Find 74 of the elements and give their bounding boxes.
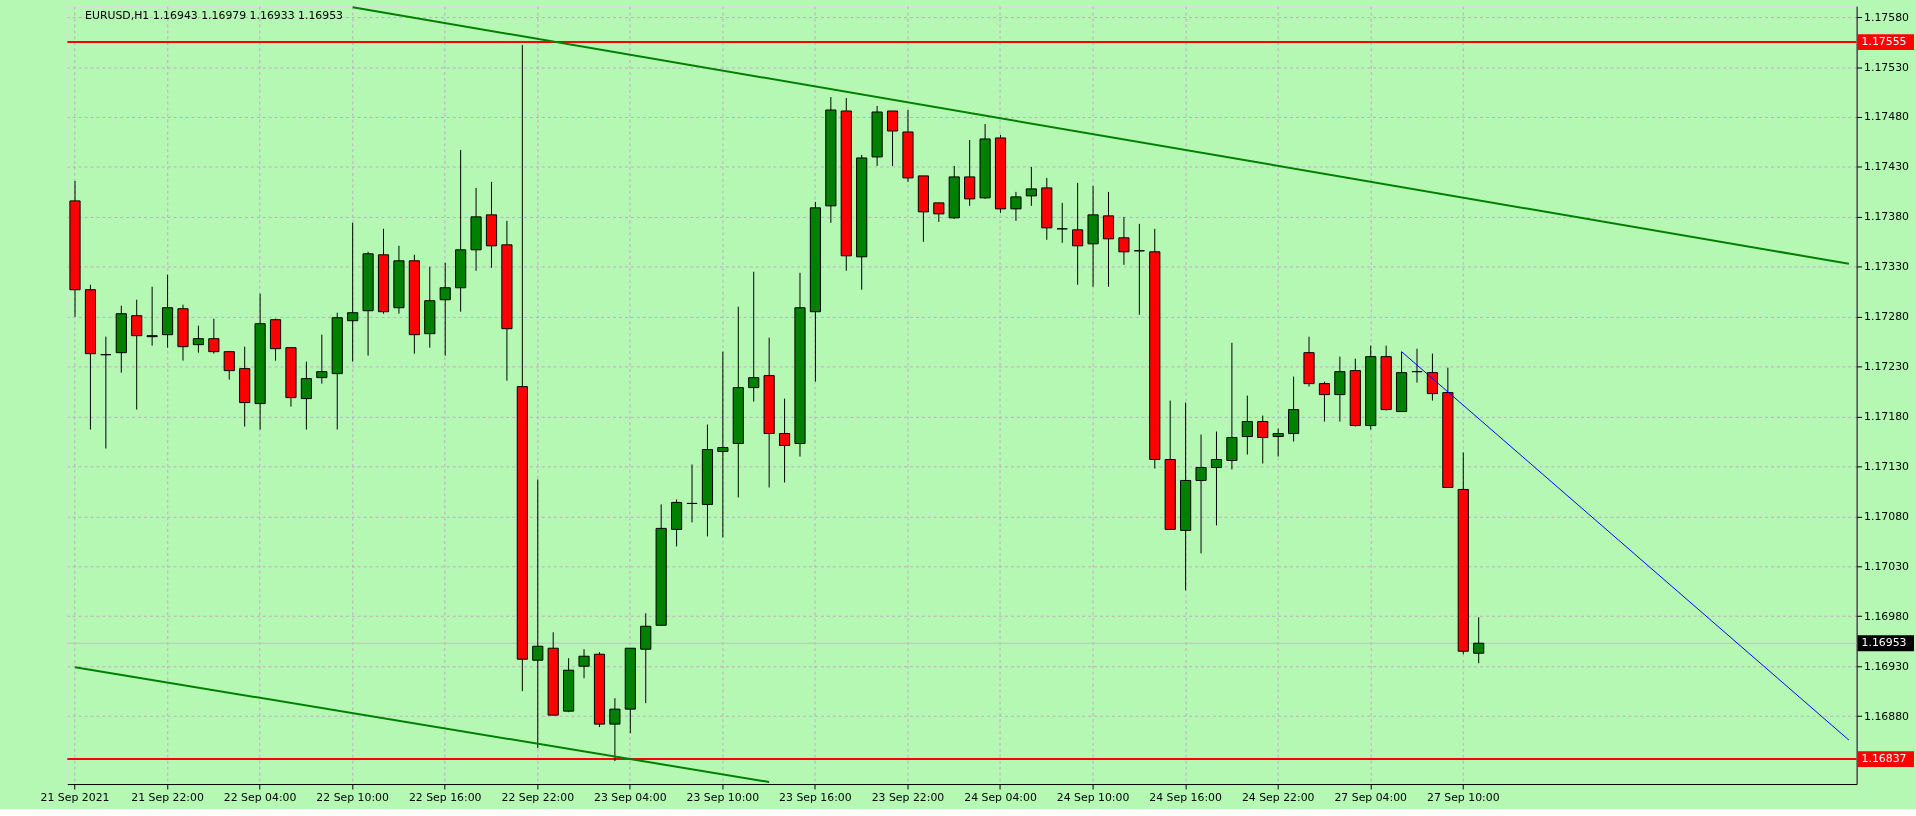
x-tick-label: 24 Sep 16:00 [1149,791,1222,805]
candlestick [1133,223,1145,316]
candlestick [208,318,220,355]
candlestick [717,351,729,538]
candlestick [223,351,235,381]
x-tick-label: 22 Sep 04:00 [223,791,297,805]
y-tick-label: 1.17480 [1864,110,1910,124]
x-tick-label: 24 Sep 22:00 [1241,791,1315,805]
candlestick [1411,348,1423,384]
candlestick [1010,191,1022,222]
candlestick [778,398,791,483]
candlestick [300,361,312,431]
y-tick-label: 1.17530 [1864,60,1910,74]
candlestick [1025,166,1037,207]
candlestick [1288,376,1300,443]
candlestick [146,286,158,347]
candlestick [1272,428,1284,458]
y-tick-label: 1.17580 [1864,10,1910,24]
candlestick [1210,431,1223,526]
chart-title: EURUSD,H1 1.16943 1.16979 1.16933 1.16953 [85,9,344,23]
x-tick-label: 23 Sep 04:00 [594,791,667,805]
y-tick-label: 1.16880 [1864,709,1910,723]
y-tick-label: 1.17330 [1864,260,1910,274]
x-tick-label: 24 Sep 04:00 [964,791,1037,805]
x-tick-label: 23 Sep 22:00 [871,791,945,805]
x-tick-label: 23 Sep 10:00 [686,791,760,805]
ref-line-label: 1.17555 [1861,35,1907,49]
candlestick [1226,342,1238,470]
candlestick [933,202,945,223]
candlestick [609,697,621,762]
ref-line-label: 1.16953 [1861,636,1907,650]
candlestick [347,222,359,363]
candlestick [100,336,112,450]
x-tick-label: 21 Sep 2021 [40,791,110,805]
candlestick [439,262,451,357]
x-tick-label: 23 Sep 16:00 [779,791,852,805]
candlestick [1318,381,1331,423]
candlestick [1195,434,1207,554]
candlestick [316,334,328,385]
candlestick [1257,415,1269,464]
y-tick-label: 1.17030 [1864,559,1910,573]
candlestick [1473,616,1485,664]
y-tick-label: 1.17380 [1864,210,1910,224]
candlestick [748,271,760,403]
candlestick [886,110,899,167]
candlestick [1056,202,1068,244]
y-tick-label: 1.17180 [1864,410,1910,424]
x-tick-label: 24 Sep 10:00 [1056,791,1130,805]
candlestick [1426,353,1439,402]
y-tick-label: 1.17080 [1864,509,1910,523]
candlestick [1118,216,1130,266]
candlestick [1072,182,1084,286]
x-tick-label: 21 Sep 22:00 [131,791,204,805]
candlestick [1334,356,1346,423]
y-tick-label: 1.17130 [1864,459,1910,473]
candlestick [192,325,204,354]
candlestick [640,612,652,704]
candlestick [1241,395,1253,456]
y-tick-label: 1.17230 [1864,360,1910,374]
candlestick [964,139,976,207]
candlestick [578,648,590,679]
x-tick-label: 22 Sep 10:00 [316,791,390,805]
candlestick [1102,191,1115,288]
x-tick-label: 27 Sep 04:00 [1334,791,1408,805]
y-tick-label: 1.16980 [1864,609,1910,623]
x-tick-label: 22 Sep 16:00 [408,791,482,805]
candlestick [686,464,698,523]
y-tick-label: 1.16930 [1864,659,1910,673]
y-tick-label: 1.17280 [1864,310,1910,324]
ref-line-label: 1.16837 [1861,752,1907,766]
x-tick-label: 22 Sep 22:00 [501,791,575,805]
y-tick-label: 1.17430 [1864,160,1910,174]
candlestick [131,299,143,411]
x-tick-label: 27 Sep 10:00 [1426,791,1500,805]
